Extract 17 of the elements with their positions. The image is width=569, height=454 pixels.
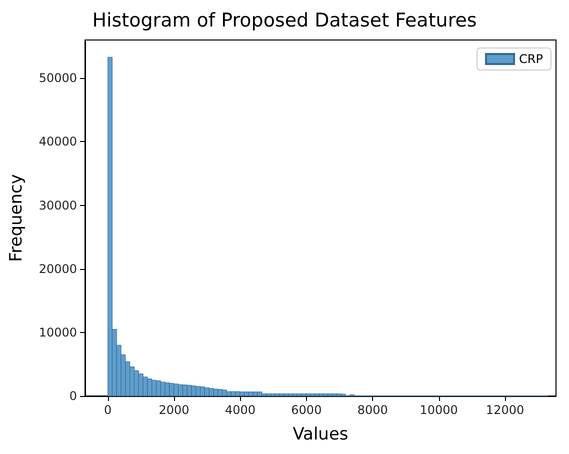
chart-title: Histogram of Proposed Dataset Features [92, 10, 477, 32]
y-tick-label: 20000 [38, 262, 77, 276]
x-tick-label: 2000 [158, 403, 190, 417]
y-tick-label: 0 [69, 389, 77, 403]
y-tick-label: 50000 [38, 71, 77, 86]
x-tick-label: 12000 [486, 403, 524, 417]
x-tick-label: 0 [104, 403, 112, 417]
x-axis-title: Values [292, 424, 348, 444]
legend-label: CRP [519, 52, 543, 66]
x-tick-label: 4000 [224, 403, 256, 417]
y-axis-title: Frequency [6, 174, 26, 262]
x-tick-label: 6000 [291, 403, 322, 417]
x-tick-label: 10000 [420, 403, 458, 417]
y-tick-label: 10000 [38, 325, 77, 340]
y-tick-label: 40000 [38, 134, 77, 149]
y-tick-label: 30000 [38, 198, 77, 212]
x-tick-label: 8000 [357, 403, 388, 417]
